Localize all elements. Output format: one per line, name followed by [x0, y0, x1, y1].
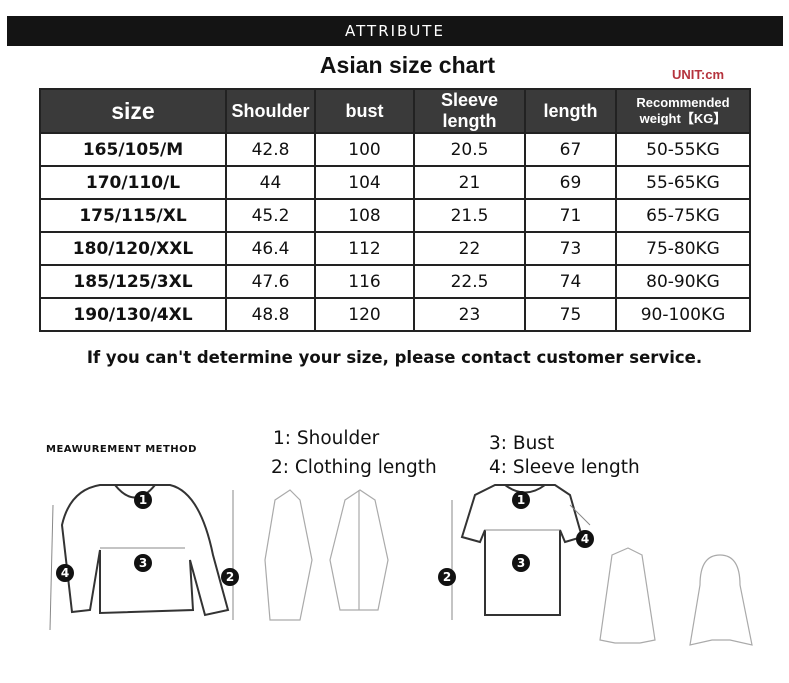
measurement-marker: 3: [134, 554, 152, 572]
table-row: 175/115/XL 45.2 108 21.5 71 65-75KG: [39, 198, 751, 233]
cell-bust: 104: [314, 165, 415, 200]
measurement-marker: 2: [221, 568, 239, 586]
cell-shoulder: 45.2: [225, 198, 316, 233]
table-row: 185/125/3XL 47.6 116 22.5 74 80-90KG: [39, 264, 751, 299]
table-header-row: size Shoulder bust Sleeve length length …: [39, 88, 751, 134]
cell-shoulder: 47.6: [225, 264, 316, 299]
legend-sleeve: 4: Sleeve length: [489, 457, 640, 478]
jacket-icon: [329, 489, 389, 611]
measurement-marker: 1: [134, 491, 152, 509]
header-weight: Recommended weight【KG】: [615, 88, 751, 134]
cell-length: 67: [524, 132, 617, 167]
hoodie-icon: [689, 554, 753, 646]
legend-shoulder: 1: Shoulder: [273, 428, 380, 449]
table-row: 180/120/XXL 46.4 112 22 73 75-80KG: [39, 231, 751, 266]
cell-weight: 80-90KG: [615, 264, 751, 299]
cell-sleeve: 23: [413, 297, 526, 332]
size-table: size Shoulder bust Sleeve length length …: [39, 88, 751, 332]
measurement-marker: 2: [438, 568, 456, 586]
cell-bust: 120: [314, 297, 415, 332]
header-size: size: [39, 88, 227, 134]
legend-length: 2: Clothing length: [271, 457, 437, 478]
cell-length: 69: [524, 165, 617, 200]
cell-length: 71: [524, 198, 617, 233]
cell-size: 165/105/M: [39, 132, 227, 167]
cell-size: 190/130/4XL: [39, 297, 227, 332]
cell-weight: 90-100KG: [615, 297, 751, 332]
cell-shoulder: 42.8: [225, 132, 316, 167]
header-shoulder: Shoulder: [225, 88, 316, 134]
cell-size: 180/120/XXL: [39, 231, 227, 266]
cell-sleeve: 22.5: [413, 264, 526, 299]
chart-title: Asian size chart: [319, 52, 496, 78]
cell-shoulder: 48.8: [225, 297, 316, 332]
measurement-marker: 1: [512, 491, 530, 509]
header-sleeve: Sleeve length: [413, 88, 526, 134]
cell-sleeve: 20.5: [413, 132, 526, 167]
shirt-icon: [599, 547, 656, 644]
table-row: 170/110/L 44 104 21 69 55-65KG: [39, 165, 751, 200]
table-row: 165/105/M 42.8 100 20.5 67 50-55KG: [39, 132, 751, 167]
cell-bust: 112: [314, 231, 415, 266]
header-length: length: [524, 88, 617, 134]
unit-label: UNIT:cm: [672, 67, 725, 82]
cell-length: 75: [524, 297, 617, 332]
cell-weight: 55-65KG: [615, 165, 751, 200]
cell-length: 73: [524, 231, 617, 266]
measurement-marker: 4: [576, 530, 594, 548]
legend-bust: 3: Bust: [489, 433, 555, 454]
measurement-marker: 4: [56, 564, 74, 582]
tshirt-diagram: [451, 484, 591, 620]
table-row: 190/130/4XL 48.8 120 23 75 90-100KG: [39, 297, 751, 332]
cell-size: 185/125/3XL: [39, 264, 227, 299]
cell-weight: 50-55KG: [615, 132, 751, 167]
blazer-icon: [264, 489, 313, 621]
cell-size: 170/110/L: [39, 165, 227, 200]
cell-size: 175/115/XL: [39, 198, 227, 233]
attribute-banner: ATTRIBUTE: [7, 16, 783, 46]
garment-illustrations: [49, 484, 753, 646]
measurement-title: MEAWUREMENT METHOD: [46, 444, 197, 455]
cell-shoulder: 44: [225, 165, 316, 200]
measurement-marker: 3: [512, 554, 530, 572]
cell-bust: 108: [314, 198, 415, 233]
cell-sleeve: 21: [413, 165, 526, 200]
cell-shoulder: 46.4: [225, 231, 316, 266]
cell-bust: 116: [314, 264, 415, 299]
cell-length: 74: [524, 264, 617, 299]
cell-sleeve: 21.5: [413, 198, 526, 233]
long-sleeve-shirt-diagram: [49, 484, 234, 631]
help-note: If you can't determine your size, please…: [86, 348, 703, 367]
cell-sleeve: 22: [413, 231, 526, 266]
cell-weight: 75-80KG: [615, 231, 751, 266]
cell-bust: 100: [314, 132, 415, 167]
cell-weight: 65-75KG: [615, 198, 751, 233]
header-bust: bust: [314, 88, 415, 134]
